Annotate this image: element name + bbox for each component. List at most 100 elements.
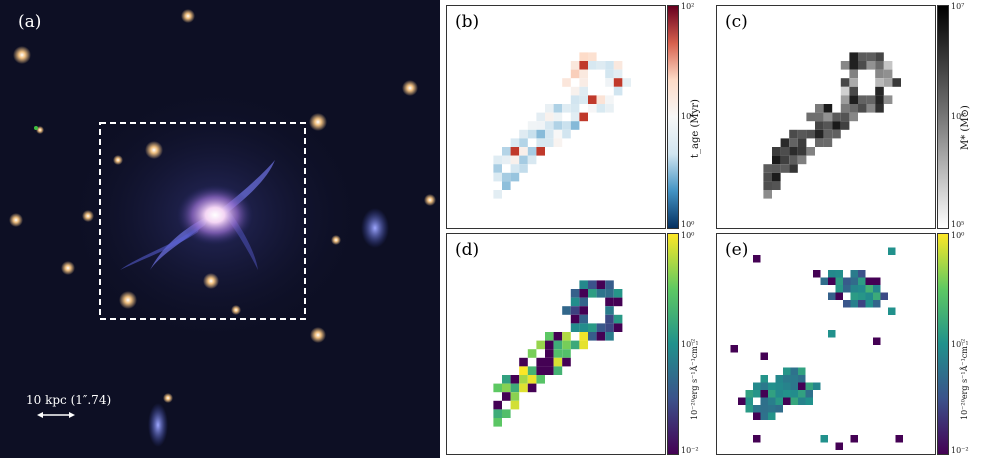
panel-a-label: (a) xyxy=(18,12,42,32)
map-pixel xyxy=(820,435,828,443)
panel-c-mass-map: (c) xyxy=(716,5,936,229)
map-pixel xyxy=(536,366,545,375)
map-pixel xyxy=(775,397,783,405)
map-pixel xyxy=(797,138,807,147)
star xyxy=(402,80,418,96)
star xyxy=(13,46,31,64)
map-pixel xyxy=(815,129,824,139)
map-pixel xyxy=(866,52,876,61)
map-pixel xyxy=(883,95,893,104)
map-pixel xyxy=(875,52,884,61)
map-pixel xyxy=(772,172,781,182)
map-pixel xyxy=(596,95,606,104)
map-pixel xyxy=(783,367,791,375)
map-pixel xyxy=(596,104,606,113)
map-pixel xyxy=(823,129,833,139)
map-pixel xyxy=(605,78,614,87)
map-pixel xyxy=(832,121,841,130)
map-pixel xyxy=(865,292,873,300)
map-pixel xyxy=(536,147,545,156)
map-pixel xyxy=(790,390,798,398)
map-pixel xyxy=(835,270,843,278)
map-pixel xyxy=(502,375,511,384)
map-pixel xyxy=(849,61,858,70)
map-pixel xyxy=(510,147,520,156)
map-pixel xyxy=(596,332,606,341)
map-pixel xyxy=(883,61,893,70)
map-pixel xyxy=(502,172,511,182)
map-pixel xyxy=(760,375,768,383)
map-pixel xyxy=(843,300,851,308)
map-pixel xyxy=(772,164,781,173)
map-pixel xyxy=(840,78,850,87)
galaxy-core xyxy=(177,185,253,245)
map-pixel xyxy=(570,314,580,324)
map-pixel xyxy=(805,397,813,405)
map-pixel xyxy=(798,390,806,398)
map-pixel xyxy=(760,390,768,398)
map-pixel xyxy=(527,349,537,358)
map-pixel xyxy=(888,247,896,255)
blue-source xyxy=(148,403,168,447)
map-pixel xyxy=(828,292,836,300)
mass-map-pixels xyxy=(763,52,901,199)
map-pixel xyxy=(850,277,858,285)
map-pixel xyxy=(562,332,571,341)
map-pixel xyxy=(588,280,597,289)
map-pixel xyxy=(835,277,843,285)
panel-d-cbar-tick: 10⁻¹ xyxy=(681,340,699,349)
map-pixel xyxy=(873,277,881,285)
panel-d-cbar-tick: 10⁻² xyxy=(681,446,699,455)
map-pixel xyxy=(579,78,588,87)
map-pixel xyxy=(527,129,537,139)
map-pixel xyxy=(579,297,588,307)
map-pixel xyxy=(866,104,876,113)
map-pixel xyxy=(797,155,807,165)
map-pixel xyxy=(588,95,597,104)
map-pixel xyxy=(780,147,790,156)
map-pixel xyxy=(545,104,554,113)
map-pixel xyxy=(536,121,545,130)
map-pixel xyxy=(835,442,843,450)
map-pixel xyxy=(605,289,614,298)
map-pixel xyxy=(790,367,798,375)
map-pixel xyxy=(613,78,623,87)
flux-map-e-pixels xyxy=(730,247,903,450)
map-pixel xyxy=(553,129,563,139)
map-pixel xyxy=(883,69,893,79)
map-pixel xyxy=(570,323,580,332)
map-pixel xyxy=(858,104,867,113)
map-pixel xyxy=(510,164,520,173)
panel-b-cbar-tick: 10² xyxy=(681,2,695,11)
panel-c-colorbar xyxy=(937,5,949,229)
map-pixel xyxy=(806,129,815,139)
map-pixel xyxy=(553,357,563,367)
map-pixel xyxy=(588,323,597,332)
star xyxy=(145,141,163,159)
map-pixel xyxy=(775,382,783,390)
map-pixel xyxy=(858,277,866,285)
map-pixel xyxy=(536,129,545,139)
map-pixel xyxy=(613,289,623,298)
map-pixel xyxy=(849,52,858,61)
map-pixel xyxy=(502,147,511,156)
map-pixel xyxy=(760,382,768,390)
panel-e-cbar-tick: 10⁻¹ xyxy=(951,340,969,349)
map-pixel xyxy=(849,78,858,87)
panel-b-cbar-label: t_age (Myr) xyxy=(690,99,701,158)
map-pixel xyxy=(858,270,866,278)
star xyxy=(181,9,195,23)
map-pixel xyxy=(493,400,502,410)
map-pixel xyxy=(570,69,580,79)
map-pixel xyxy=(763,190,772,199)
panel-b-age-map: (b) xyxy=(446,5,666,229)
map-pixel xyxy=(622,78,631,87)
map-pixel xyxy=(858,61,867,70)
map-pixel xyxy=(545,121,554,130)
map-pixel xyxy=(553,121,563,130)
blue-source xyxy=(361,208,389,248)
map-pixel xyxy=(865,300,873,308)
map-pixel xyxy=(840,61,850,70)
map-pixel xyxy=(553,112,563,122)
map-pixel xyxy=(493,418,502,427)
